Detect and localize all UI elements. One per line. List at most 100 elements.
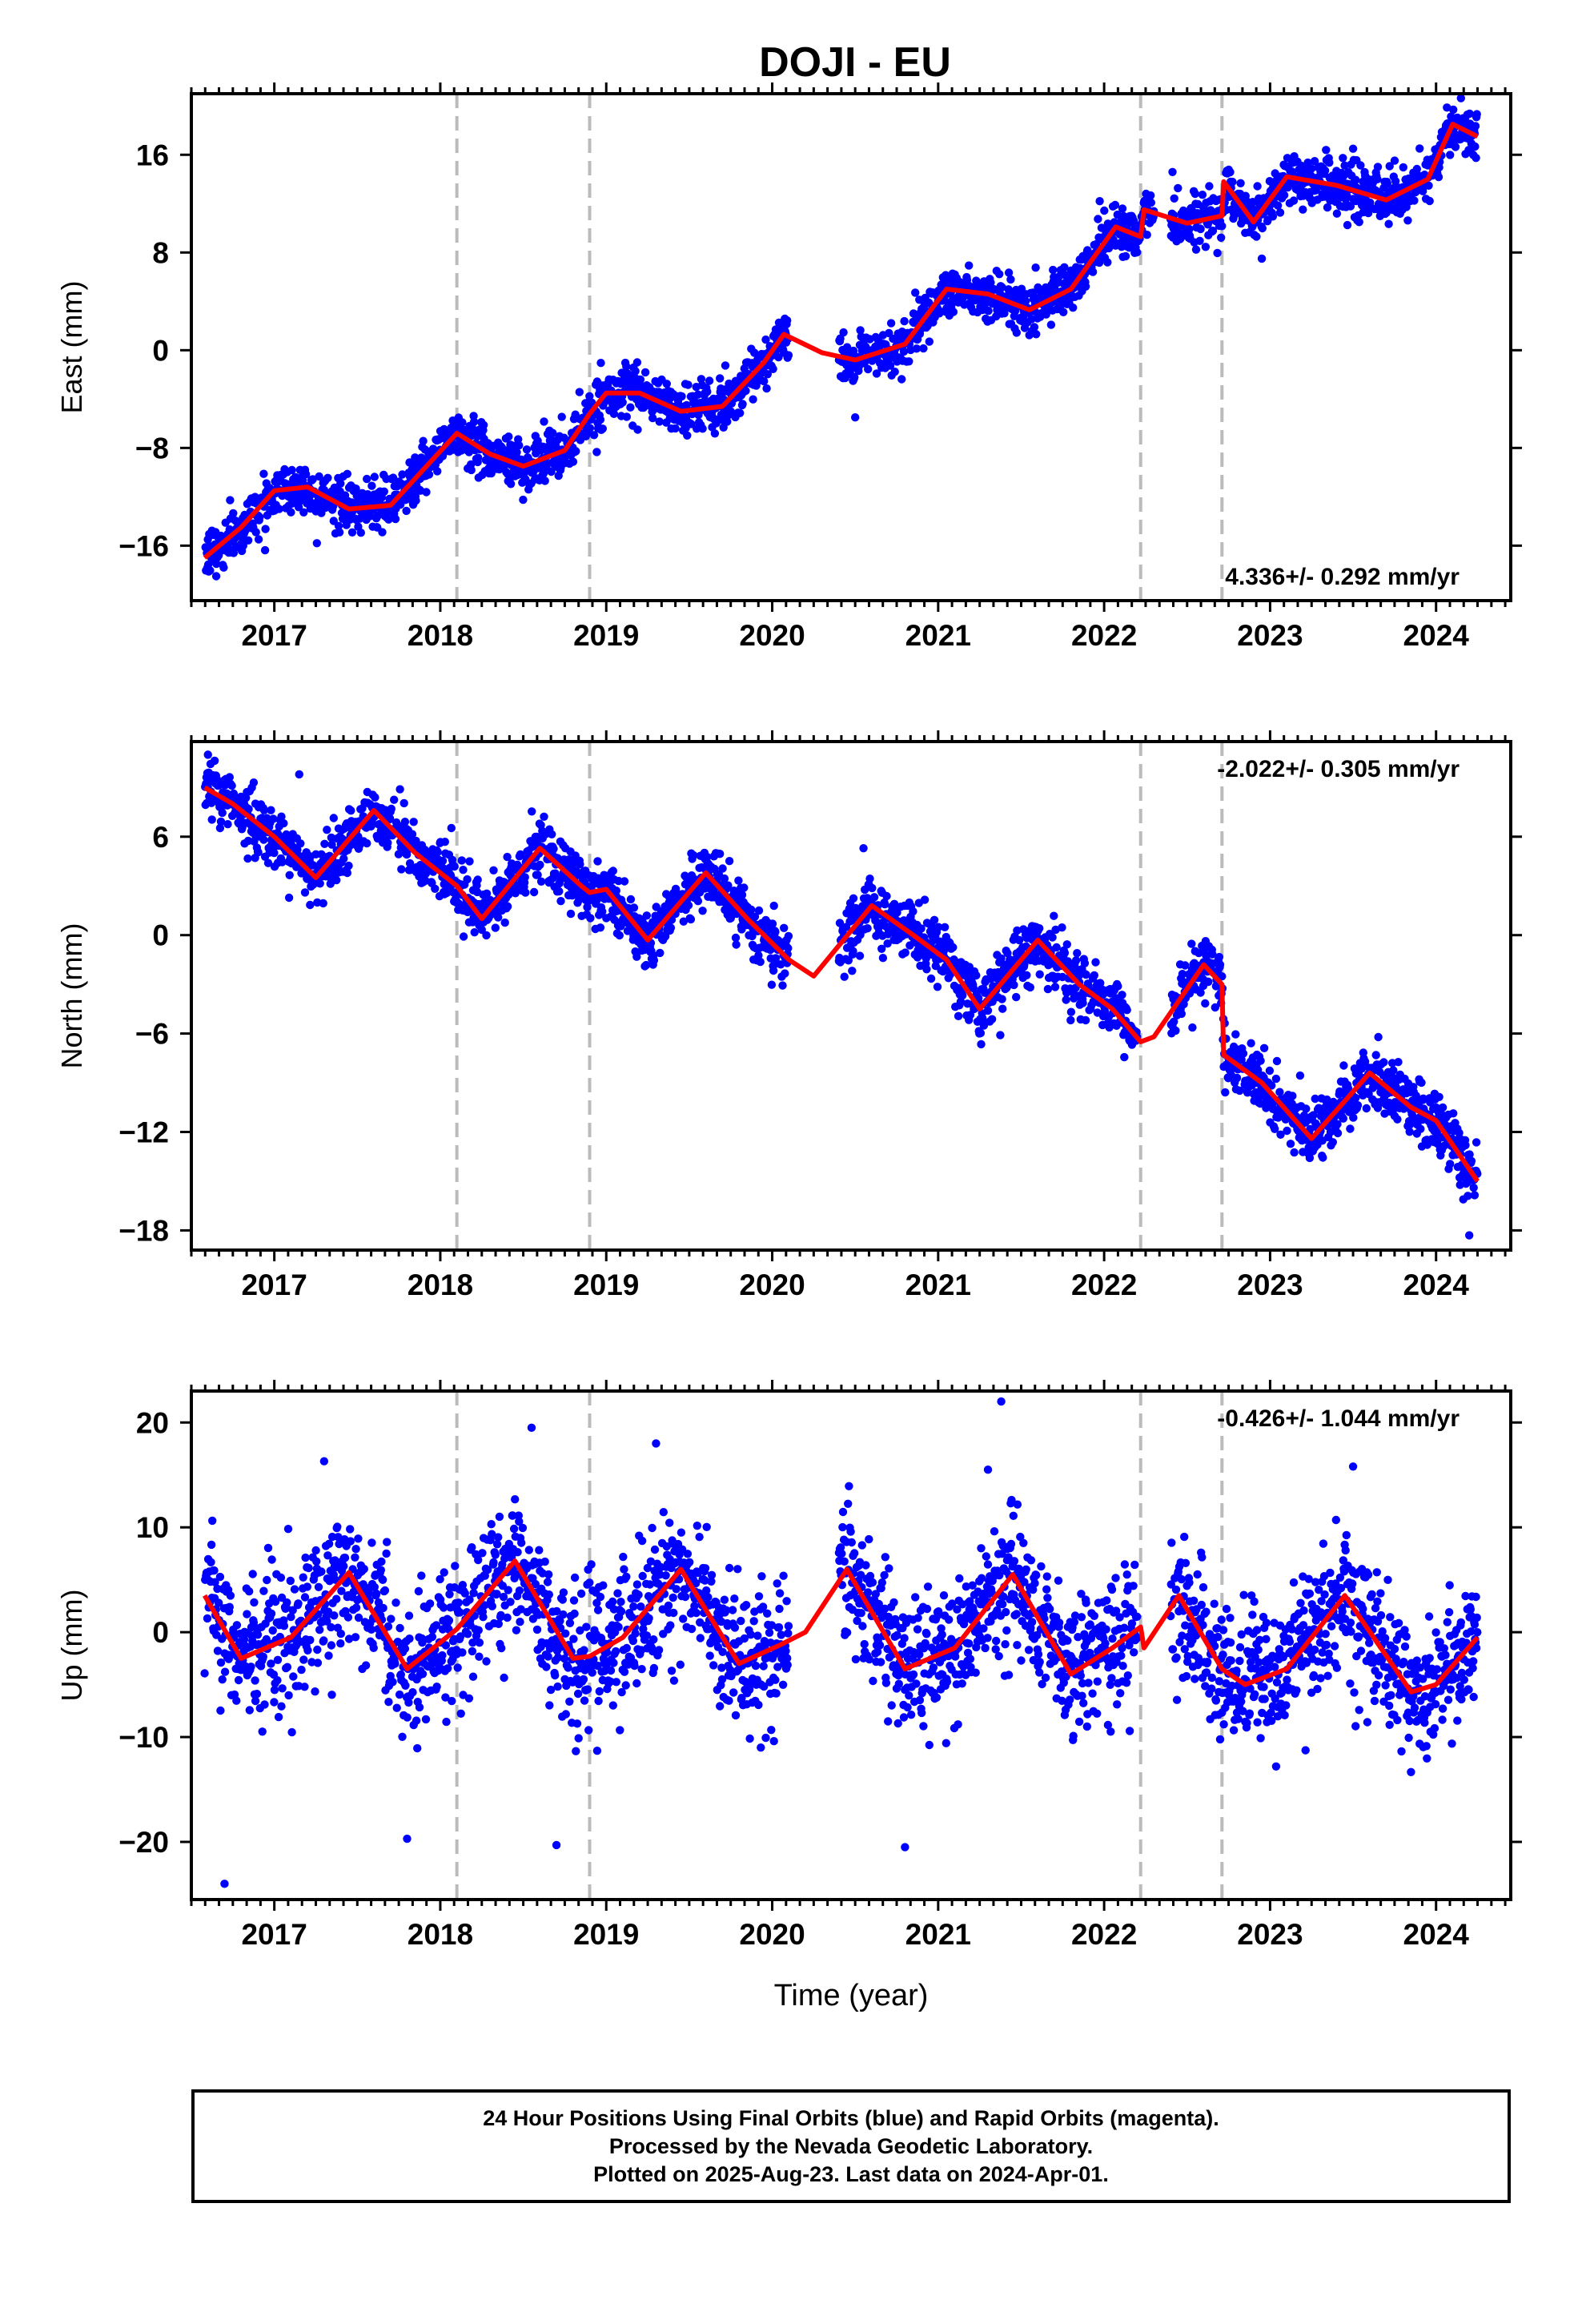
data-point [438, 856, 448, 866]
rate-label: 4.336+/- 0.292 mm/yr [1225, 564, 1460, 590]
data-point [693, 897, 703, 906]
data-point [459, 932, 468, 941]
data-point [1333, 1128, 1343, 1138]
data-point [1208, 950, 1217, 959]
x-tick-label: 2022 [1071, 619, 1137, 652]
data-point [433, 467, 442, 476]
data-point [760, 376, 769, 386]
data-point [412, 496, 420, 505]
x-tick-label: 2017 [241, 619, 307, 652]
data-point [1276, 1130, 1285, 1140]
data-point [716, 374, 725, 383]
data-point [334, 521, 343, 530]
data-point [849, 947, 857, 955]
data-point [586, 914, 595, 923]
data-point [919, 344, 928, 353]
data-point [626, 895, 636, 904]
data-point [1217, 233, 1226, 242]
data-point [736, 408, 745, 417]
data-point [229, 509, 238, 518]
data-point [249, 778, 259, 787]
data-point [1195, 236, 1204, 245]
data-point [1050, 911, 1058, 920]
data-point [1174, 183, 1182, 193]
data-point [458, 418, 467, 427]
data-point [1351, 1093, 1360, 1103]
data-point [363, 838, 371, 848]
data-point [769, 966, 778, 975]
data-point [1357, 1064, 1367, 1073]
data-point [1302, 1104, 1311, 1113]
data-point [615, 931, 624, 940]
data-point [405, 858, 415, 868]
data-point [890, 368, 899, 376]
data-point [686, 915, 696, 924]
data-point [1259, 1043, 1269, 1053]
data-point [995, 270, 1004, 279]
data-point [1226, 167, 1235, 177]
data-point [844, 956, 853, 965]
data-point [784, 943, 793, 953]
y-tick-label: −8 [135, 432, 169, 464]
data-point [596, 359, 605, 368]
data-point [911, 288, 920, 297]
data-point [1094, 215, 1102, 223]
data-point [631, 367, 640, 376]
data-point [1022, 971, 1031, 980]
data-point [251, 528, 260, 537]
data-point [626, 403, 635, 412]
data-point [312, 539, 321, 548]
data-point [516, 850, 525, 859]
data-point [539, 469, 548, 478]
data-point [239, 541, 247, 550]
data-point [1122, 1006, 1131, 1015]
data-point [632, 952, 641, 961]
y-axis-label: East (mm) [55, 281, 88, 414]
data-point [1058, 923, 1066, 932]
data-point [506, 480, 516, 489]
data-point [533, 870, 542, 879]
data-point [489, 866, 498, 875]
data-point [1012, 992, 1021, 1002]
x-tick-label: 2024 [1403, 619, 1470, 652]
data-point [1191, 189, 1200, 199]
data-point [540, 812, 548, 821]
data-point [1003, 949, 1012, 958]
data-point [259, 806, 269, 814]
data-point [684, 901, 693, 910]
data-point [596, 415, 605, 424]
x-tick-label: 2023 [1237, 619, 1303, 652]
data-point [648, 413, 657, 423]
data-point [520, 873, 529, 882]
data-point [1083, 246, 1092, 255]
data-point [210, 756, 219, 766]
data-point [469, 417, 479, 426]
data-point [881, 900, 889, 909]
data-point [396, 785, 404, 794]
data-point [1399, 163, 1408, 172]
data-point [219, 563, 228, 572]
data-point [933, 983, 942, 991]
data-point [609, 409, 619, 418]
data-point [693, 390, 703, 399]
data-point [593, 857, 602, 866]
data-point [284, 893, 294, 903]
data-point [1060, 270, 1070, 279]
x-tick-label: 2019 [573, 619, 639, 652]
data-point [731, 933, 741, 943]
data-point [1029, 288, 1038, 297]
data-point [1471, 142, 1480, 151]
data-point [285, 870, 294, 880]
data-point [1343, 1084, 1353, 1093]
data-point [868, 883, 877, 893]
data-point [576, 860, 584, 869]
data-point-outlier [1257, 254, 1267, 263]
data-point [503, 902, 512, 911]
data-point [684, 380, 693, 389]
data-point [1118, 204, 1127, 213]
data-point [1443, 103, 1452, 112]
data-point [1309, 1111, 1318, 1120]
data-point [1320, 166, 1330, 175]
data-point [781, 969, 789, 978]
data-point [503, 852, 512, 862]
